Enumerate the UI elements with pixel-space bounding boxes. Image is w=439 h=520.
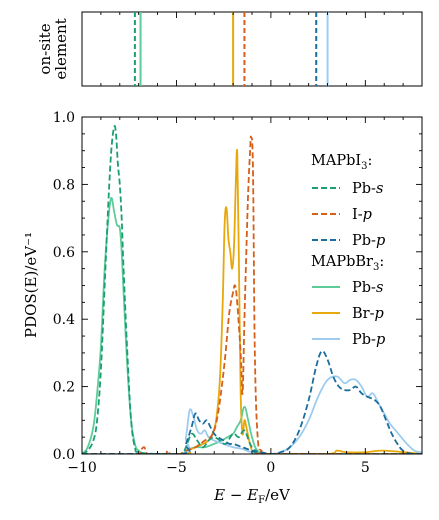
top-ylabel-line1: on-site xyxy=(36,23,54,74)
x-tick-label: 5 xyxy=(361,460,370,476)
main-panel: −10 −5 0 5 0.0 0.2 0.4 0.6 0.8 1.0 PDOS(E)/eV⁻¹ E… xyxy=(22,110,423,506)
legend-label-i0: Pb-s xyxy=(352,181,383,197)
series-mapbbr3-pb-p xyxy=(82,375,422,454)
y-tick-label: 0.6 xyxy=(53,245,75,261)
x-axis-label-e: E xyxy=(213,486,225,504)
main-panel-tick-labels: −10 −5 0 5 0.0 0.2 0.4 0.6 0.8 1.0 xyxy=(53,110,370,476)
legend-label-b2: Pb-p xyxy=(352,332,385,348)
top-panel-frame xyxy=(81,11,423,87)
main-panel-ticks xyxy=(81,116,423,455)
x-axis-label-sub: F xyxy=(258,495,265,506)
pdos-series xyxy=(82,125,422,454)
y-axis-label: PDOS(E)/eV⁻¹ xyxy=(22,232,40,338)
series-mapbi3-pb-s xyxy=(82,125,422,454)
y-tick-label: 0.8 xyxy=(53,177,75,193)
legend-label-i1: I-p xyxy=(352,207,372,223)
x-tick-label: −10 xyxy=(67,460,97,476)
series-mapbi3-pb-p xyxy=(82,350,422,454)
y-tick-label: 0.0 xyxy=(53,447,75,463)
x-axis-label-minus: − xyxy=(225,486,247,504)
top-ylabel-line2: element xyxy=(52,18,70,79)
series-mapbi3-i-p xyxy=(82,135,422,454)
legend-label-b0: Pb-s xyxy=(352,280,383,296)
top-panel-ticks xyxy=(81,12,423,86)
x-tick-label: 0 xyxy=(266,460,275,476)
top-panel-lines xyxy=(133,12,329,86)
y-tick-label: 1.0 xyxy=(53,110,75,126)
x-tick-label: −5 xyxy=(166,460,187,476)
x-axis-label-unit: /eV xyxy=(265,486,291,504)
legend-title-mapbbr3: MAPbBr3: xyxy=(311,254,384,273)
top-panel: on-site element xyxy=(36,11,423,87)
legend-title-mapbi3: MAPbI3: xyxy=(311,153,372,172)
legend-label-i2: Pb-p xyxy=(352,233,385,249)
legend-label-b1: Br-p xyxy=(352,306,384,322)
x-axis-label: E − EF/eV xyxy=(213,486,291,506)
y-tick-label: 0.2 xyxy=(53,380,75,396)
legend: MAPbI3: Pb-s I-p Pb-p MAPbBr3: Pb-s Br-p Pb-p xyxy=(311,153,385,348)
y-tick-label: 0.4 xyxy=(53,312,75,328)
x-axis-label-ef: E xyxy=(246,486,258,504)
